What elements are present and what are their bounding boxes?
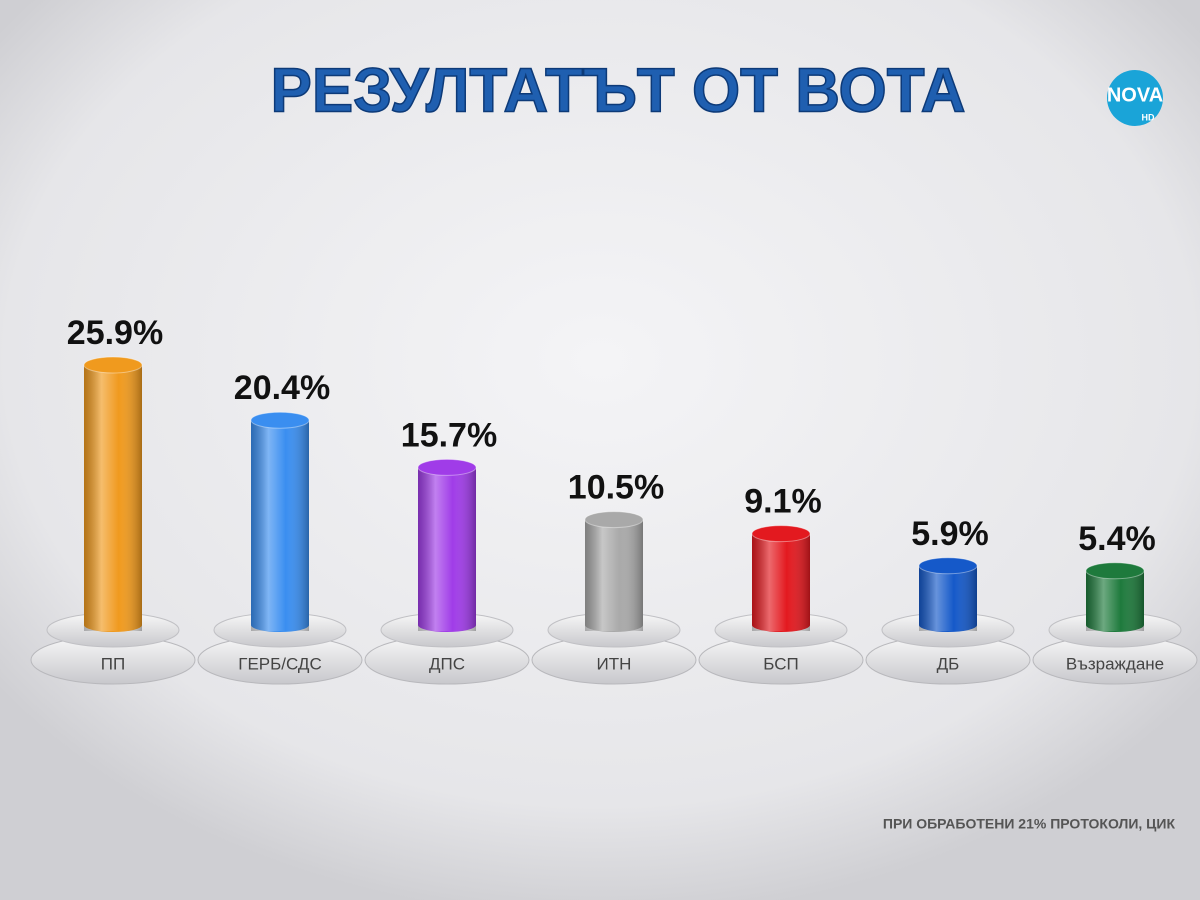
x-tick-label: ДБ — [937, 654, 960, 673]
x-tick-label: БСП — [763, 654, 798, 673]
bar-shade — [251, 420, 309, 631]
bar-cap — [1085, 562, 1145, 580]
logo: NOVA HD — [1107, 70, 1163, 126]
chart-title: РЕЗУЛТАТЪТ ОТ ВОТА — [271, 56, 966, 125]
value-label: 20.4% — [234, 369, 330, 407]
logo-text: NOVA — [1107, 84, 1163, 106]
bar-shade — [84, 365, 142, 631]
bar-cap — [83, 356, 143, 374]
bar-cap — [417, 458, 477, 476]
value-label: 5.9% — [911, 515, 989, 553]
bar-cap — [250, 411, 310, 429]
value-label: 25.9% — [67, 314, 163, 352]
value-label: 5.4% — [1078, 520, 1156, 558]
bar-shade — [919, 565, 977, 631]
bar-cap — [584, 511, 644, 529]
x-tick-label: ДПС — [429, 654, 465, 673]
bar-shade — [585, 519, 643, 631]
x-tick-label: ГЕРБ/СДС — [238, 654, 321, 673]
bar-shade — [752, 533, 810, 631]
footnote: ПРИ ОБРАБОТЕНИ 21% ПРОТОКОЛИ, ЦИК — [883, 816, 1176, 832]
bar-shade — [418, 467, 476, 631]
value-label: 15.7% — [401, 416, 497, 454]
value-label: 10.5% — [568, 469, 664, 507]
x-tick-label: Възраждане — [1066, 654, 1164, 673]
bar-shade — [1086, 570, 1144, 631]
logo-sub: HD — [1142, 112, 1155, 122]
logo-circle — [1107, 70, 1163, 126]
bar-cap — [918, 557, 978, 575]
bar-cap — [751, 525, 811, 543]
x-tick-label: ПП — [101, 654, 125, 673]
value-label: 9.1% — [744, 483, 822, 521]
x-tick-label: ИТН — [597, 654, 632, 673]
